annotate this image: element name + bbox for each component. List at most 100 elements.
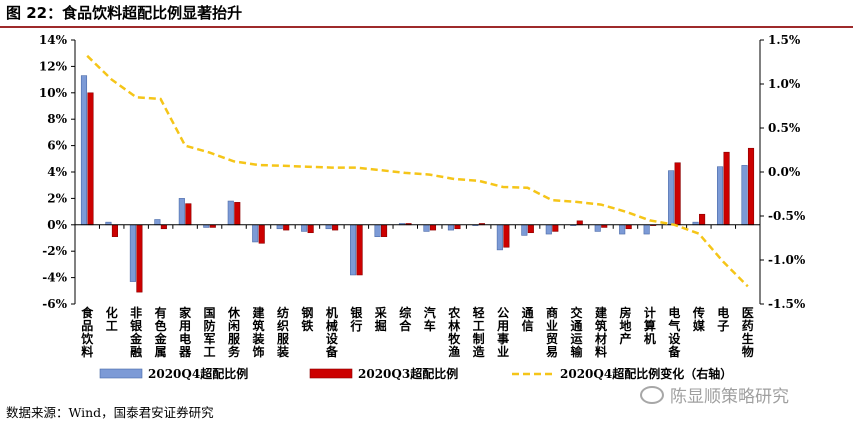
bar-q4	[741, 165, 748, 226]
category-label: 休闲服务	[227, 305, 241, 359]
bar-q4	[423, 224, 430, 232]
category-label: 交通运输	[571, 305, 584, 359]
line-q4-change	[86, 54, 749, 288]
category-label: 钢铁	[301, 305, 313, 333]
bar-q4	[301, 224, 308, 232]
right-axis-tick-label: 1.5%	[768, 33, 801, 47]
category-label: 建筑装饰	[251, 305, 265, 359]
bar-q4	[619, 224, 626, 235]
left-axis-tick-label: -2%	[42, 244, 67, 258]
bar-q4	[154, 219, 161, 226]
bar-q4	[129, 224, 136, 282]
bar-q4	[447, 224, 454, 231]
right-axis-tick-label: -1.0%	[768, 253, 806, 267]
bar-q4	[496, 224, 503, 251]
bar-q3	[160, 224, 167, 230]
bar-q3	[503, 224, 510, 248]
bar-q4	[594, 224, 601, 232]
bar-q3	[234, 202, 241, 226]
right-axis-tick-label: 0.5%	[768, 121, 801, 135]
bar-q4	[717, 166, 724, 226]
bar-q4	[227, 200, 234, 226]
watermark-text: 陈显顺策略研究	[670, 387, 789, 407]
category-label: 农林牧渔	[447, 305, 461, 359]
category-label: 化工	[106, 305, 118, 333]
wechat-logo-icon	[640, 386, 664, 404]
bar-q4	[668, 170, 675, 226]
category-label: 计算机	[644, 305, 656, 346]
category-label: 机械设备	[325, 305, 339, 359]
bar-q4	[80, 75, 88, 226]
category-label: 采掘	[374, 305, 387, 333]
bar-q3	[283, 224, 290, 231]
bar-q4	[252, 224, 259, 243]
bar-q4	[178, 198, 185, 226]
category-label: 家用电器	[178, 305, 192, 359]
bar-q3	[381, 224, 388, 237]
left-axis-tick-label: 4%	[47, 165, 67, 179]
bar-q3	[552, 224, 559, 232]
bar-q3	[747, 147, 755, 226]
left-axis-tick-label: 2%	[47, 191, 67, 205]
chart-title: 图 22：食品饮料超配比例显著抬升	[6, 4, 243, 22]
bar-q3	[674, 162, 681, 226]
category-label: 综合	[399, 305, 412, 333]
left-axis-tick-label: 14%	[39, 33, 68, 47]
category-label: 电气设备	[667, 305, 681, 359]
category-label: 传媒	[692, 305, 706, 333]
left-axis-tick-label: 12%	[39, 59, 68, 73]
left-axis-tick-label: 8%	[47, 112, 67, 126]
right-axis-tick-label: 1.0%	[768, 77, 801, 91]
category-label: 电子	[717, 305, 729, 333]
legend-q3-swatch	[309, 368, 353, 379]
bar-q3	[723, 151, 730, 226]
legend-q3-label: 2020Q3超配比例	[358, 366, 458, 381]
left-axis: -6% -4% -2% 0% 2% 4% 6% 8% 10% 12% 14%	[39, 33, 76, 311]
bar-q4	[643, 224, 650, 235]
title-rule	[0, 26, 853, 28]
line-series	[86, 54, 749, 288]
bar-q4	[350, 224, 357, 276]
bar-q4	[374, 224, 381, 237]
bar-q3	[527, 224, 534, 234]
bar-q4	[325, 224, 332, 230]
left-axis-tick-label: -4%	[42, 271, 67, 285]
category-label: 公用事业	[496, 306, 509, 359]
bar-q3	[429, 224, 437, 231]
bar-q3	[625, 224, 632, 230]
left-axis-tick-label: 0%	[47, 218, 67, 232]
bar-q3	[576, 220, 583, 226]
bar-q3	[699, 213, 706, 226]
category-label: 银行	[349, 305, 363, 333]
bar-q3	[307, 224, 314, 234]
legend: 2020Q4超配比例 2020Q3超配比例 2020Q4超配比例变化（右轴）	[99, 366, 732, 381]
bar-q3	[356, 224, 363, 276]
bar-q4	[545, 224, 552, 235]
legend-q4-swatch	[99, 368, 143, 379]
category-label: 商业贸易	[546, 305, 558, 359]
right-axis-tick-label: -1.5%	[768, 297, 806, 311]
category-labels: 食品饮料化工非银金融有色金属家用电器国防军工休闲服务建筑装饰纺织服装钢铁机械设备…	[80, 305, 754, 359]
category-label: 国防军工	[204, 306, 216, 359]
category-label: 房地产	[619, 305, 631, 346]
category-label: 医药生物	[742, 306, 754, 359]
left-axis-tick-label: 10%	[39, 86, 68, 100]
right-axis-tick-label: -0.5%	[768, 209, 806, 223]
category-label: 轻工制造	[473, 305, 486, 359]
category-label: 汽车	[424, 305, 436, 333]
category-label: 非银金融	[129, 305, 143, 359]
bar-q4	[276, 224, 283, 230]
right-axis: -1.5% -1.0% -0.5% 0.0% 0.5% 1.0% 1.5%	[759, 33, 806, 311]
bar-q4	[521, 224, 528, 236]
category-label: 建筑材料	[594, 305, 608, 359]
source-note: 数据来源：Wind，国泰君安证券研究	[6, 405, 214, 420]
category-label: 通信	[522, 305, 534, 333]
bar-q3	[185, 203, 192, 226]
bar-series	[80, 75, 755, 293]
bar-q3	[87, 92, 94, 226]
category-label: 食品饮料	[80, 305, 94, 359]
bar-q3	[258, 224, 265, 244]
legend-q4-label: 2020Q4超配比例	[148, 366, 248, 381]
category-label: 纺织服装	[276, 305, 290, 359]
